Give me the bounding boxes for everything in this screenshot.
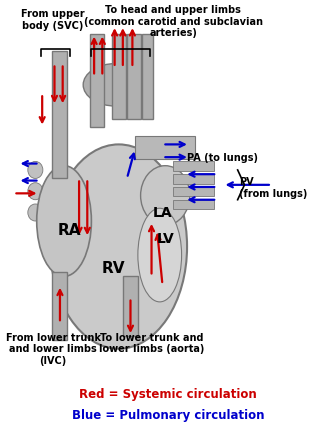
Text: LA: LA	[153, 206, 172, 220]
FancyBboxPatch shape	[90, 35, 104, 128]
Text: LV: LV	[156, 231, 174, 245]
FancyBboxPatch shape	[173, 162, 214, 171]
Text: To lower trunk and
lower limbs (aorta): To lower trunk and lower limbs (aorta)	[99, 332, 204, 354]
FancyBboxPatch shape	[135, 137, 195, 160]
Text: Blue = Pulmonary circulation: Blue = Pulmonary circulation	[72, 409, 264, 421]
Text: RV: RV	[101, 261, 125, 276]
FancyBboxPatch shape	[112, 35, 126, 120]
Ellipse shape	[28, 204, 43, 222]
FancyBboxPatch shape	[127, 35, 141, 120]
Text: From upper
body (SVC): From upper body (SVC)	[21, 9, 85, 31]
Text: PA (to lungs): PA (to lungs)	[187, 153, 258, 163]
Ellipse shape	[37, 166, 91, 277]
Ellipse shape	[141, 166, 190, 226]
FancyBboxPatch shape	[173, 200, 214, 210]
FancyBboxPatch shape	[123, 277, 138, 336]
Text: RA: RA	[58, 222, 81, 237]
FancyBboxPatch shape	[173, 175, 214, 184]
FancyBboxPatch shape	[52, 52, 67, 179]
FancyBboxPatch shape	[142, 35, 153, 120]
Text: PV
(from lungs): PV (from lungs)	[239, 177, 307, 198]
Text: To head and upper limbs
(common carotid and subclavian
arteries): To head and upper limbs (common carotid …	[84, 5, 263, 38]
Ellipse shape	[83, 64, 149, 107]
FancyBboxPatch shape	[173, 187, 214, 197]
FancyBboxPatch shape	[52, 273, 67, 340]
Ellipse shape	[50, 145, 187, 349]
Text: From lower trunk
and lower limbs
(IVC): From lower trunk and lower limbs (IVC)	[6, 332, 100, 365]
Ellipse shape	[138, 209, 182, 302]
Ellipse shape	[28, 162, 43, 179]
Text: Red = Systemic circulation: Red = Systemic circulation	[79, 387, 257, 400]
Ellipse shape	[28, 183, 43, 200]
